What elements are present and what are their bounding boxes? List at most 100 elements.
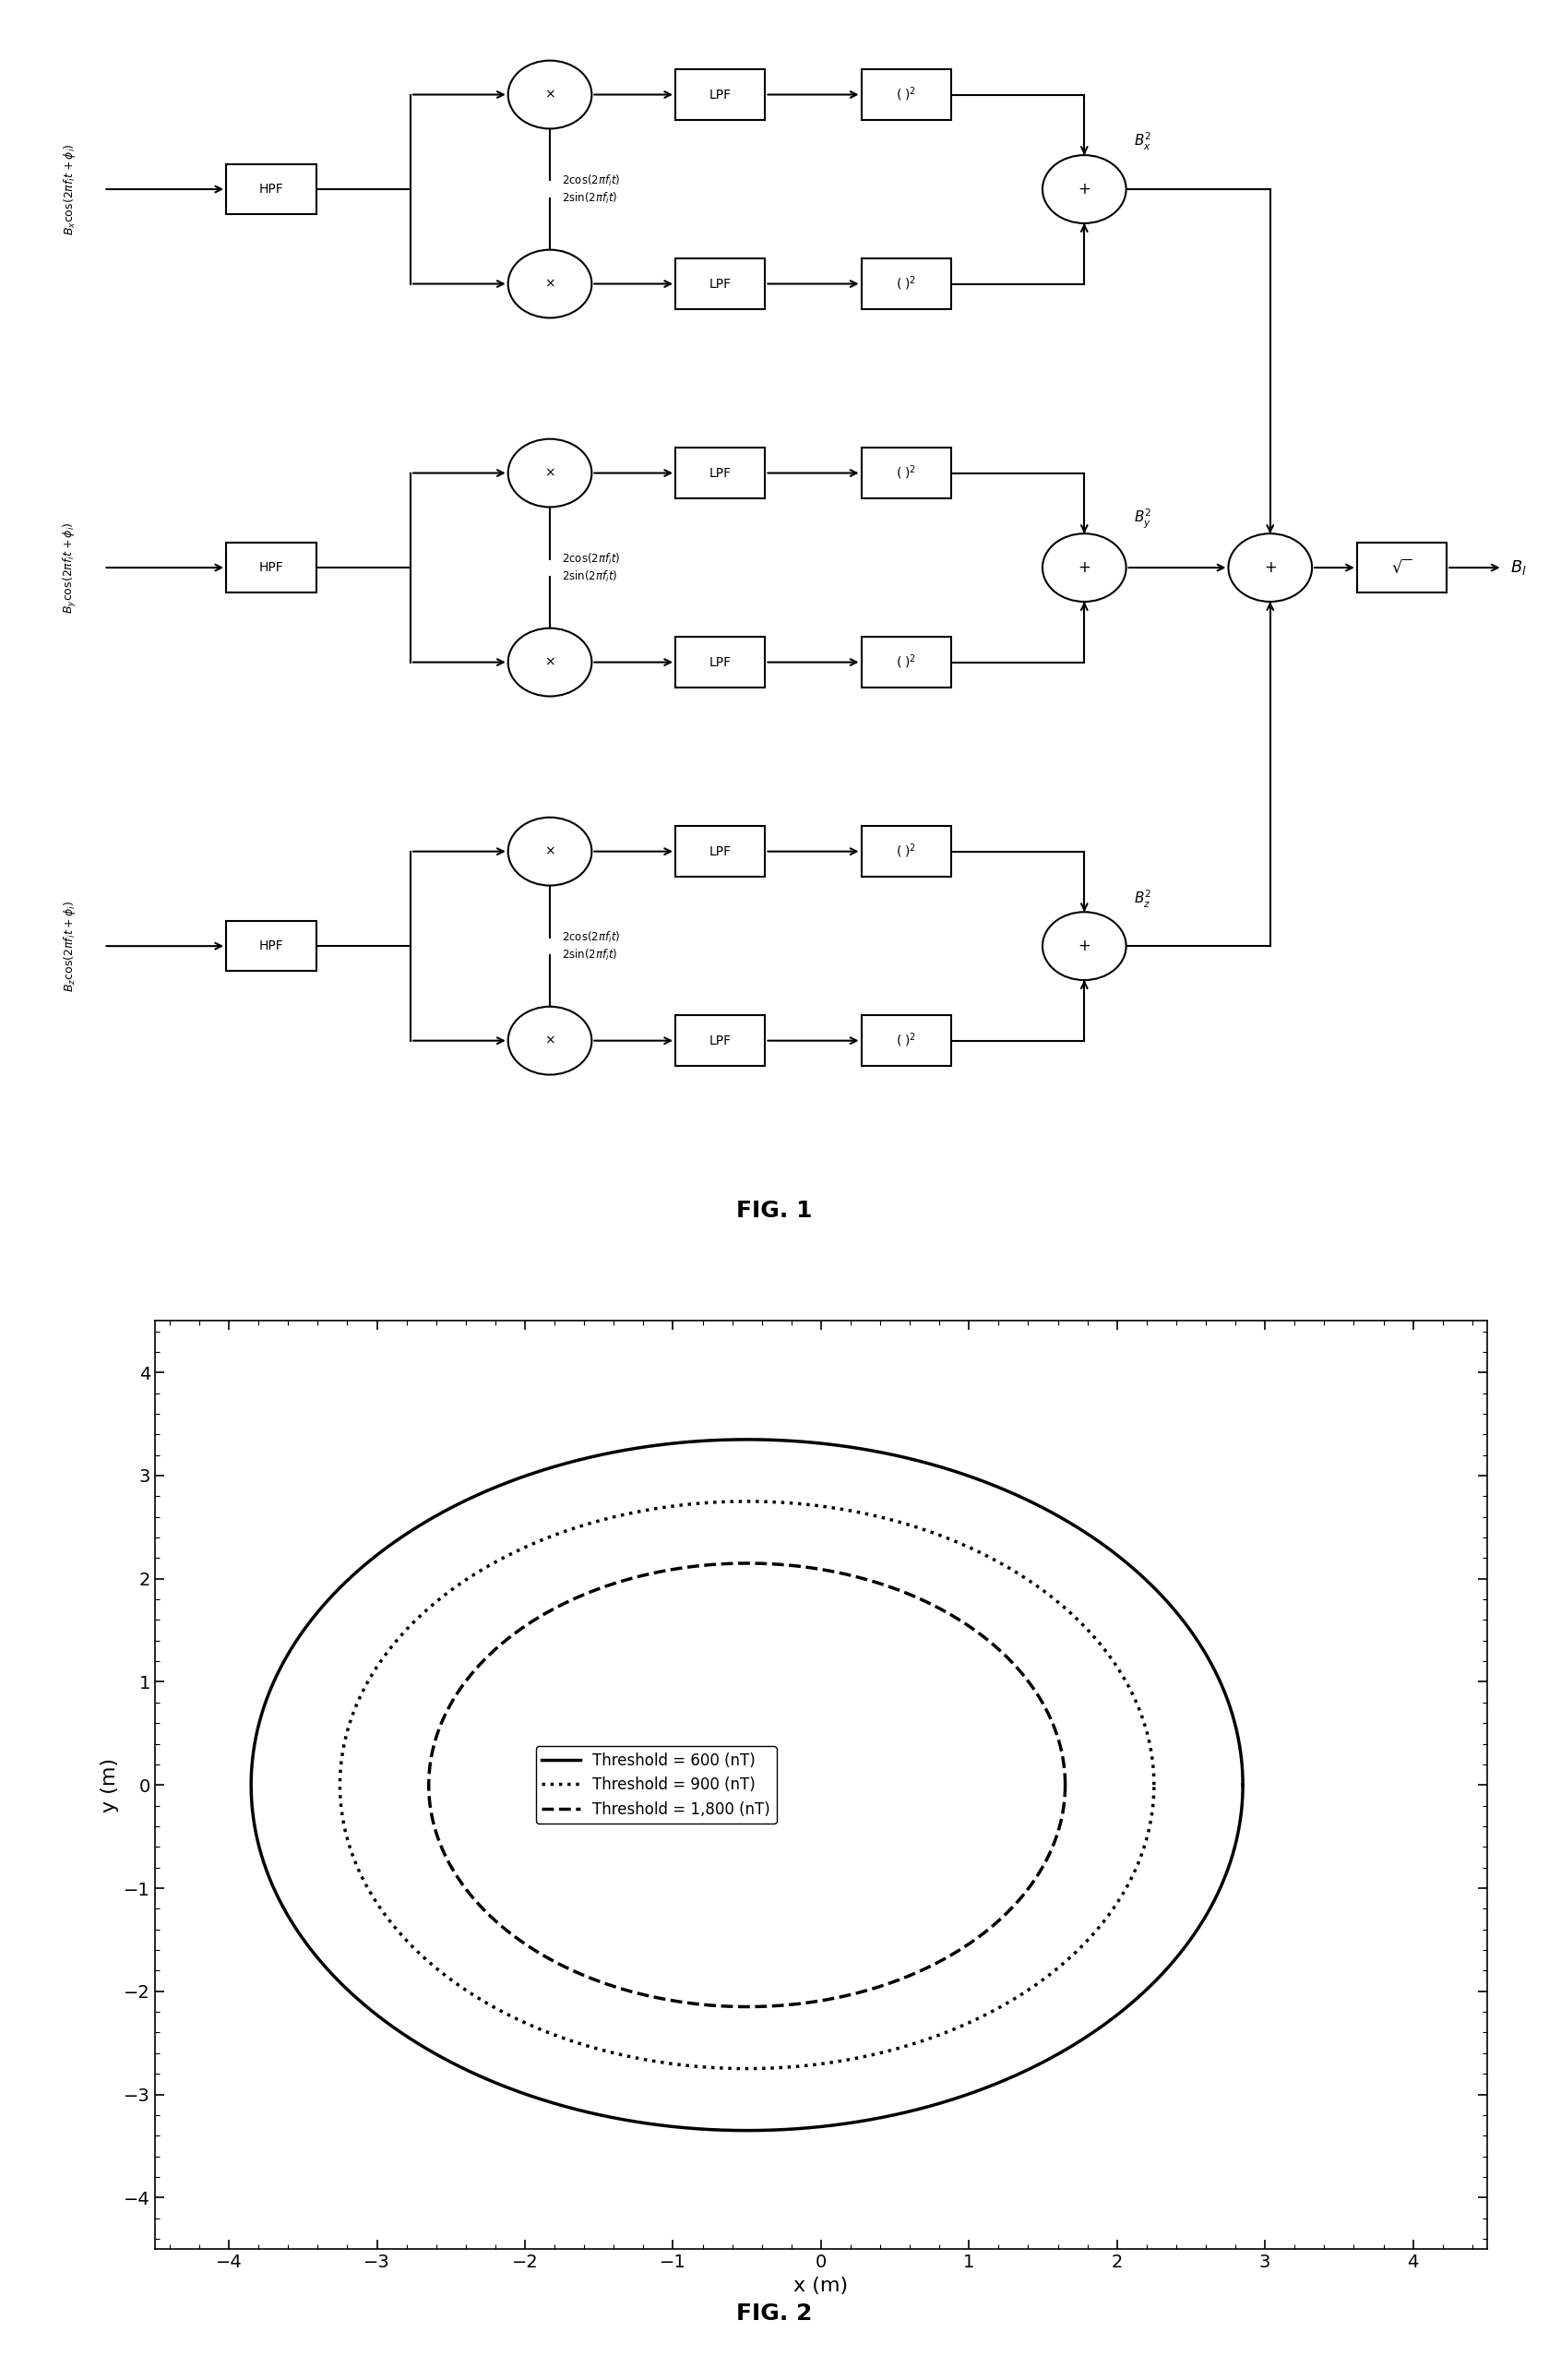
Text: LPF: LPF (709, 278, 731, 290)
Text: FIG. 1: FIG. 1 (736, 1200, 813, 1221)
Circle shape (508, 1007, 592, 1076)
Threshold = 900 (nT) (1145, 1771, 1163, 1799)
Text: $\times$: $\times$ (545, 845, 555, 857)
Threshold = 900 (nT) (737, 2054, 756, 2082)
Text: $(\;)^2$: $(\;)^2$ (895, 1031, 917, 1050)
Threshold = 1,800 (nT) (1056, 1771, 1075, 1799)
Circle shape (1228, 533, 1312, 602)
Text: $(\;)^2$: $(\;)^2$ (895, 86, 917, 105)
Y-axis label: y (m): y (m) (101, 1759, 119, 1811)
Bar (861, 259, 951, 309)
Circle shape (1042, 533, 1126, 602)
Text: $(\;)^2$: $(\;)^2$ (895, 274, 917, 293)
Threshold = 1,800 (nT) (813, 1985, 832, 2013)
Text: $2\cos(2\pi f_i t)$: $2\cos(2\pi f_i t)$ (562, 931, 621, 945)
Threshold = 1,800 (nT) (429, 1716, 448, 1745)
Text: $(\;)^2$: $(\;)^2$ (895, 652, 917, 671)
Text: HPF: HPF (259, 183, 283, 195)
Bar (675, 447, 765, 497)
Text: LPF: LPF (709, 88, 731, 100)
Bar (861, 69, 951, 119)
Threshold = 1,800 (nT) (420, 1752, 438, 1780)
Text: $2\cos(2\pi f_i t)$: $2\cos(2\pi f_i t)$ (562, 174, 621, 188)
Threshold = 900 (nT) (331, 1747, 350, 1775)
Circle shape (508, 60, 592, 129)
Threshold = 600 (nT) (1225, 1830, 1244, 1859)
Text: HPF: HPF (259, 940, 283, 952)
Text: $B_l$: $B_l$ (1510, 559, 1527, 576)
Text: +: + (1078, 559, 1090, 576)
Text: $B_y^2$: $B_y^2$ (1134, 507, 1151, 531)
Threshold = 900 (nT) (1139, 1821, 1157, 1849)
Text: +: + (1078, 938, 1090, 954)
Bar (1357, 543, 1447, 593)
Bar (675, 259, 765, 309)
Threshold = 900 (nT) (1125, 1680, 1143, 1709)
Bar (861, 1016, 951, 1066)
Circle shape (1042, 155, 1126, 224)
Text: +: + (1264, 559, 1276, 576)
Line: Threshold = 900 (nT): Threshold = 900 (nT) (339, 1502, 1154, 2068)
Threshold = 1,800 (nT) (1050, 1811, 1069, 1840)
Bar (675, 638, 765, 688)
Threshold = 900 (nT) (344, 1702, 362, 1730)
Circle shape (508, 816, 592, 885)
Threshold = 1,800 (nT) (737, 1992, 756, 2021)
Text: LPF: LPF (709, 1035, 731, 1047)
Text: $2\sin(2\pi f_i t)$: $2\sin(2\pi f_i t)$ (562, 569, 618, 583)
Text: $B_z^2$: $B_z^2$ (1134, 888, 1151, 909)
Bar (226, 543, 316, 593)
Bar (861, 826, 951, 876)
Threshold = 1,800 (nT) (737, 1549, 756, 1578)
Text: HPF: HPF (259, 562, 283, 574)
Text: LPF: LPF (709, 657, 731, 669)
Bar (226, 164, 316, 214)
Circle shape (508, 250, 592, 319)
Bar (861, 638, 951, 688)
Text: $B_z\cos(2\pi f_i t+\phi_i)$: $B_z\cos(2\pi f_i t+\phi_i)$ (62, 900, 77, 992)
Text: FIG. 2: FIG. 2 (736, 2301, 813, 2325)
Text: LPF: LPF (709, 845, 731, 857)
Bar (675, 826, 765, 876)
Legend: Threshold = 600 (nT), Threshold = 900 (nT), Threshold = 1,800 (nT): Threshold = 600 (nT), Threshold = 900 (n… (536, 1747, 776, 1823)
Text: $B_y\cos(2\pi f_i t+\phi_i)$: $B_y\cos(2\pi f_i t+\phi_i)$ (62, 521, 77, 614)
Threshold = 1,800 (nT) (1056, 1771, 1075, 1799)
Threshold = 600 (nT) (1233, 1771, 1252, 1799)
Text: $2\cos(2\pi f_i t)$: $2\cos(2\pi f_i t)$ (562, 552, 621, 566)
Threshold = 900 (nT) (737, 1488, 756, 1516)
Text: $B_x\cos(2\pi f_i t+\phi_i)$: $B_x\cos(2\pi f_i t+\phi_i)$ (62, 143, 77, 236)
Text: $\times$: $\times$ (545, 278, 555, 290)
Text: $\sqrt{\;}$: $\sqrt{\;}$ (1391, 559, 1413, 576)
Bar (861, 447, 951, 497)
Text: LPF: LPF (709, 466, 731, 478)
Text: $(\;)^2$: $(\;)^2$ (895, 464, 917, 483)
Threshold = 1,800 (nT) (1039, 1702, 1058, 1730)
Text: $2\sin(2\pi f_i t)$: $2\sin(2\pi f_i t)$ (562, 190, 618, 205)
Circle shape (508, 438, 592, 507)
Text: $\times$: $\times$ (545, 1035, 555, 1047)
Text: +: + (1078, 181, 1090, 198)
Threshold = 600 (nT) (1225, 1833, 1244, 1861)
Threshold = 600 (nT) (737, 2116, 756, 2144)
Circle shape (1042, 912, 1126, 981)
Line: Threshold = 1,800 (nT): Threshold = 1,800 (nT) (429, 1564, 1066, 2006)
Threshold = 600 (nT) (857, 2106, 875, 2135)
Threshold = 1,800 (nT) (1050, 1809, 1069, 1837)
Threshold = 900 (nT) (835, 2047, 853, 2075)
Line: Threshold = 600 (nT): Threshold = 600 (nT) (251, 1440, 1242, 2130)
Bar (226, 921, 316, 971)
Bar (675, 69, 765, 119)
X-axis label: x (m): x (m) (793, 2275, 849, 2294)
Threshold = 600 (nT) (257, 1685, 276, 1714)
Circle shape (508, 628, 592, 697)
Threshold = 600 (nT) (1208, 1661, 1227, 1690)
Threshold = 600 (nT) (243, 1742, 262, 1771)
Bar (675, 1016, 765, 1066)
Text: $\times$: $\times$ (545, 657, 555, 669)
Threshold = 600 (nT) (1233, 1771, 1252, 1799)
Text: $(\;)^2$: $(\;)^2$ (895, 843, 917, 862)
Threshold = 600 (nT) (737, 1426, 756, 1454)
Text: $\times$: $\times$ (545, 466, 555, 478)
Text: $B_x^2$: $B_x^2$ (1134, 131, 1151, 152)
Threshold = 900 (nT) (1145, 1771, 1163, 1799)
